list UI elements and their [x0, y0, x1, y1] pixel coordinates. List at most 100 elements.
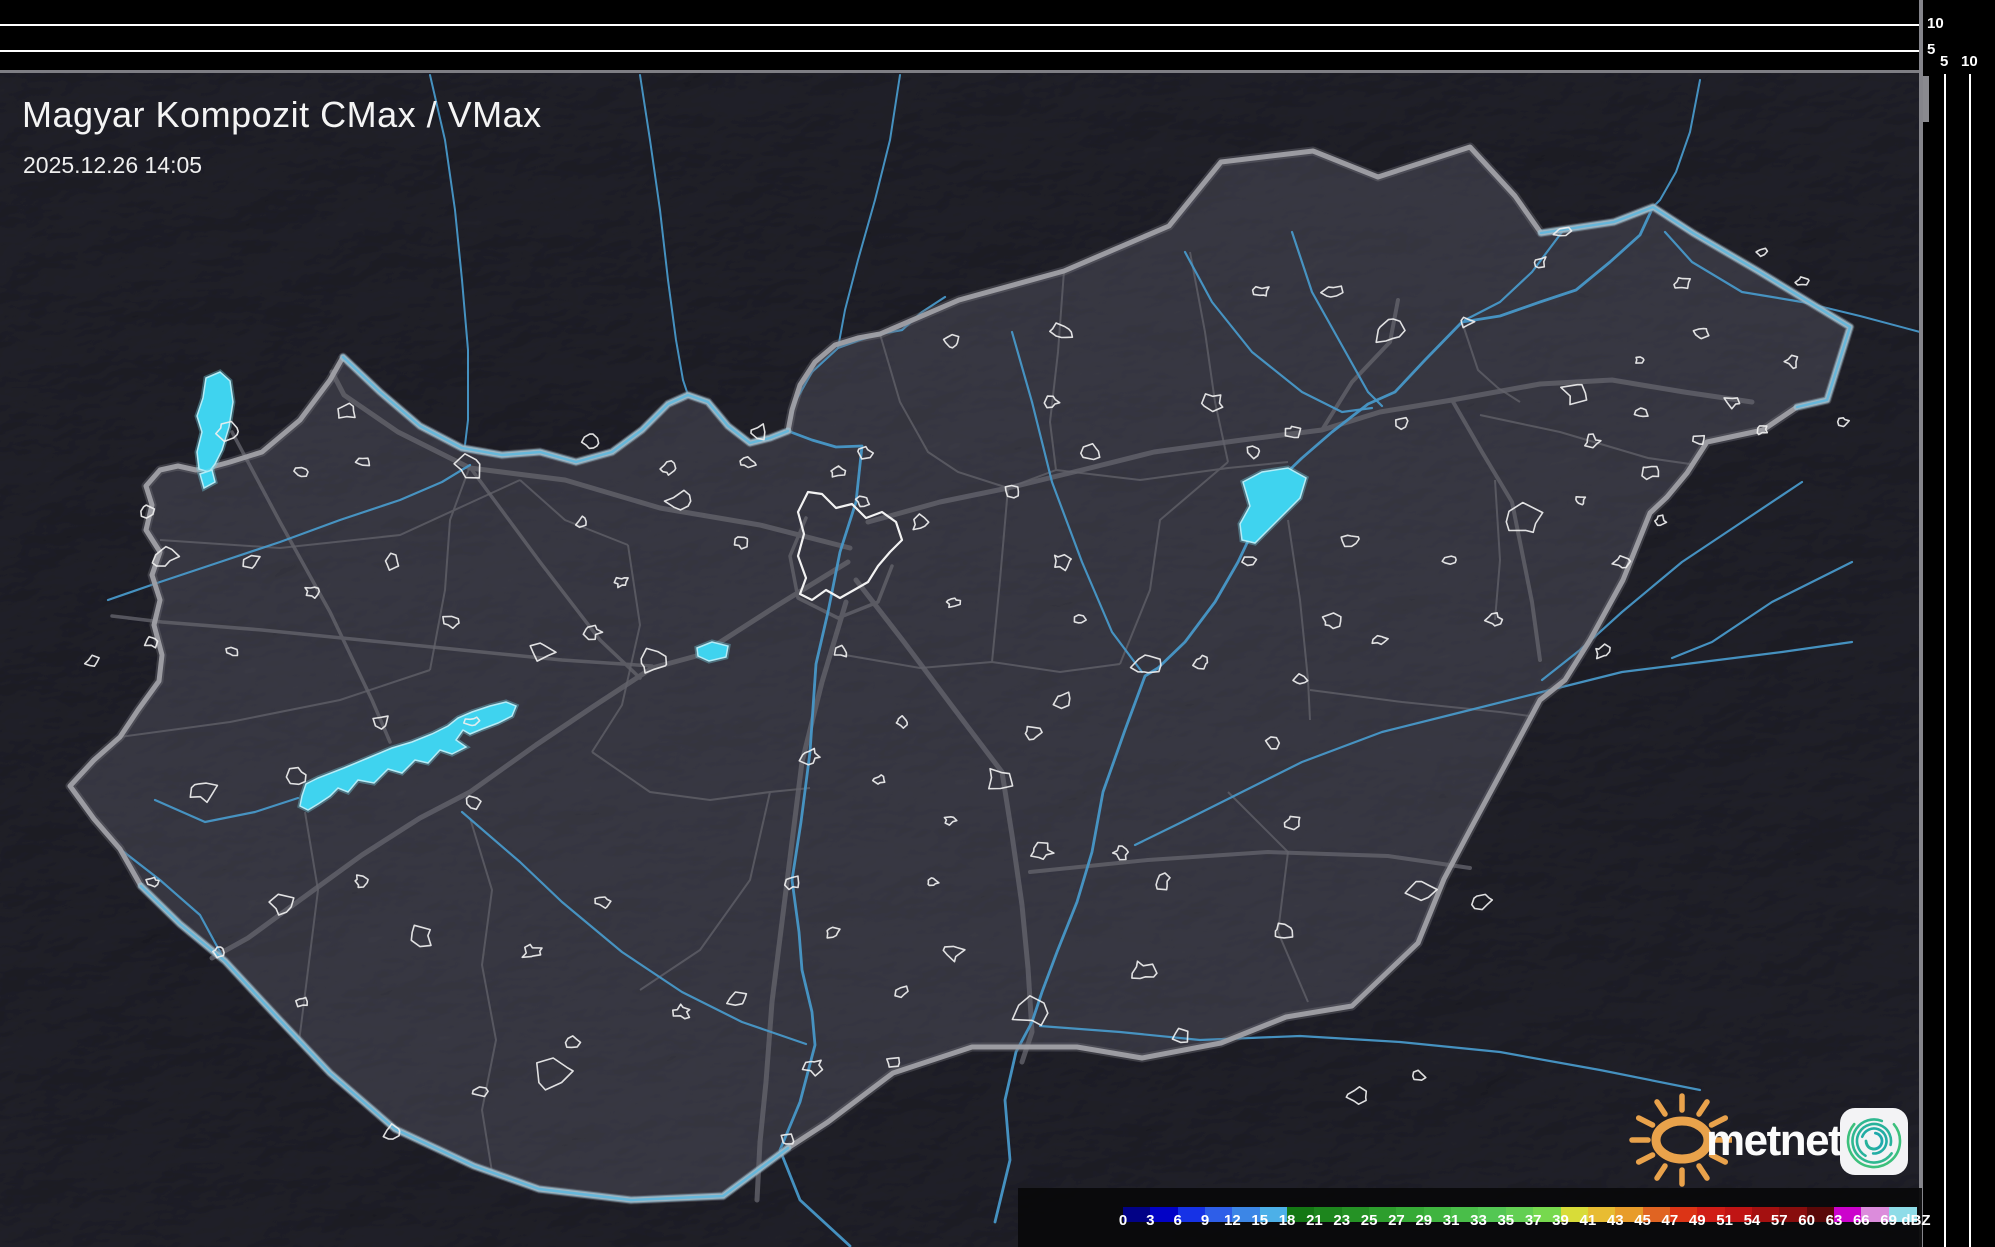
legend-tick-label: 63 [1825, 1212, 1843, 1229]
legend-tick-label: 27 [1388, 1212, 1405, 1229]
settlement-outline [1471, 893, 1494, 911]
legend-color-cell [1505, 1207, 1534, 1222]
lake-tisza [1239, 467, 1307, 544]
legend-color-cell [1833, 1207, 1862, 1222]
settlement-outline [640, 647, 668, 674]
legend-tick-label: 33 [1470, 1212, 1487, 1229]
settlement-outline [1049, 322, 1074, 339]
settlement-outline [521, 943, 543, 959]
county-border [1055, 461, 1289, 482]
settlement-outline [1692, 327, 1710, 340]
river [1010, 330, 1144, 674]
settlement-outline [1552, 226, 1573, 237]
settlement-outline [1404, 880, 1438, 902]
settlement-outline [463, 716, 481, 727]
legend-color-cell [1806, 1207, 1835, 1222]
settlement-outline [242, 554, 261, 569]
river [1663, 230, 1804, 304]
county-border [429, 465, 471, 671]
legend-tick-label: 49 [1688, 1212, 1706, 1229]
logo-wordmark: metnet [1706, 1116, 1843, 1165]
settlement-outline [151, 545, 181, 567]
legend-color-cell [1669, 1207, 1698, 1222]
legend-color-cell [1341, 1207, 1370, 1222]
settlement-outline [1284, 425, 1302, 439]
settlement-outline [613, 576, 629, 589]
river [1290, 230, 1384, 408]
sun-ray [1708, 1115, 1729, 1128]
settlement-outline [1584, 433, 1602, 449]
legend-color-cell [1177, 1207, 1206, 1222]
metnet-app-tile [1840, 1108, 1908, 1175]
legend-tick-label: 51 [1716, 1212, 1733, 1229]
settlement-outline [988, 767, 1014, 790]
side-profile-5km-line [1944, 74, 1946, 1247]
legend-color-cell [1123, 1207, 1151, 1222]
settlement-outline [1030, 841, 1055, 861]
settlement-outline [894, 985, 909, 999]
settlement-outline [1673, 277, 1691, 290]
settlement-outline [268, 893, 295, 916]
settlement-outline [1241, 556, 1258, 567]
hungary-radar-map [0, 73, 1922, 1247]
settlement-outline [1633, 407, 1649, 418]
river [1540, 480, 1804, 682]
settlement-outline [1794, 276, 1810, 286]
settlement-outline [1654, 514, 1668, 527]
settlement-outline [1111, 845, 1129, 861]
settlement-outline [726, 991, 748, 1006]
settlement-outline [1441, 555, 1457, 565]
road [788, 516, 894, 620]
legend-tick-label: 57 [1770, 1212, 1788, 1229]
legend-color-cell [1533, 1207, 1562, 1222]
settlement-outline [945, 597, 962, 609]
legend-tick-label: 6 [1173, 1212, 1182, 1229]
settlement-outline [1004, 484, 1020, 499]
legend-color-cell [1779, 1207, 1808, 1222]
legend-tick-label: 47 [1661, 1212, 1679, 1229]
sun-ray [1696, 1099, 1710, 1117]
vmax-top-profile-panel [0, 0, 1922, 71]
settlement-outline [1320, 285, 1344, 298]
settlement-outline [1192, 654, 1209, 670]
settlement-outline [1345, 1086, 1368, 1105]
reflectivity-legend: 0 3 6 9 12 15 18 21 23 25 27 29 31 33 35 37 39 41 43 45 47 49… [1018, 1188, 1931, 1247]
river [153, 796, 300, 824]
settlement-outline [337, 402, 356, 419]
settlement-outline [1052, 691, 1071, 710]
legend-tick-label: 69 [1880, 1212, 1897, 1229]
settlement-outline [1200, 393, 1224, 413]
county-border [1189, 251, 1229, 463]
sun-icon [1629, 1093, 1732, 1187]
settlement-outline [594, 896, 612, 909]
river [1133, 640, 1854, 847]
legend-tick-label: 35 [1497, 1212, 1515, 1229]
settlement-outline [1155, 872, 1171, 891]
road [230, 430, 392, 744]
legend-tick-label: 37 [1524, 1212, 1542, 1229]
terrain-layer [0, 73, 1922, 1247]
legend-tick-label: 15 [1251, 1212, 1269, 1229]
county-border [1119, 461, 1229, 665]
settlement-outline [663, 489, 692, 511]
county-border [519, 479, 629, 546]
legend-tick-label: 43 [1606, 1212, 1624, 1229]
border-river [139, 884, 790, 1202]
river [1183, 250, 1374, 414]
sun-ray [1696, 1163, 1710, 1181]
settlement-outline [1460, 316, 1476, 329]
county-border [119, 669, 431, 738]
swirl-icon [1846, 1113, 1902, 1169]
river [993, 205, 1655, 1224]
river [460, 810, 808, 1046]
legend-color-cell [1861, 1207, 1890, 1222]
legend-color-cell [1560, 1207, 1589, 1222]
road [1450, 398, 1542, 662]
settlement-outline [1483, 612, 1504, 627]
budapest-outline [796, 490, 904, 602]
settlement-outline [225, 646, 239, 657]
county-border [879, 333, 1009, 489]
right-axis-tick-5: 5 [1940, 53, 1949, 70]
river [837, 74, 901, 349]
settlement-outline [1560, 383, 1588, 406]
